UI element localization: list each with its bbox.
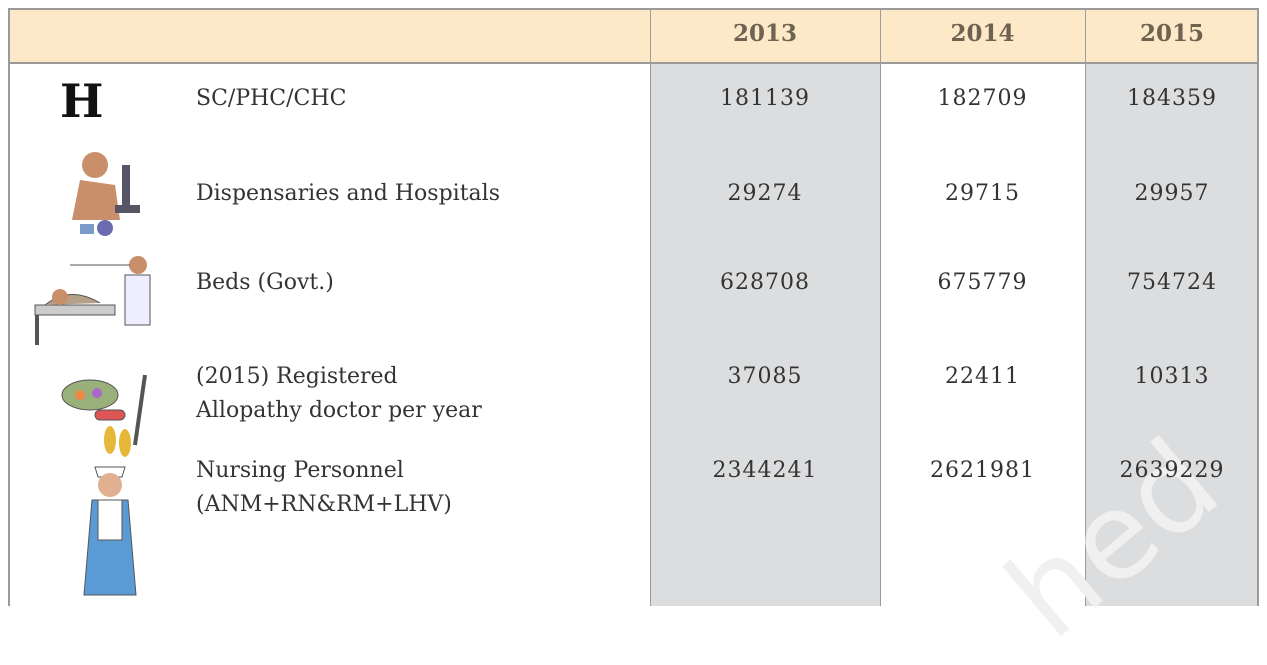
value-cell: 182709: [937, 86, 1028, 111]
col-2013-band: [650, 62, 880, 606]
value-cell: 22411: [945, 364, 1020, 389]
col-divider: [1085, 8, 1086, 606]
value-cell: 29715: [945, 181, 1020, 206]
value-cell: 29274: [727, 181, 803, 206]
col-divider: [880, 8, 881, 606]
border-left: [8, 8, 10, 606]
row-label: (2015) Registered: [196, 364, 398, 389]
value-cell: 675779: [937, 270, 1028, 295]
border-right: [1257, 8, 1259, 606]
column-header: 2015: [1139, 20, 1204, 47]
value-cell: 37085: [727, 364, 803, 389]
value-cell: 628708: [720, 270, 810, 295]
border-header: [8, 62, 1259, 64]
border-top: [8, 8, 1259, 10]
nurse-icon: [83, 466, 137, 596]
value-cell: 29957: [1134, 181, 1210, 206]
column-header: 2014: [950, 20, 1015, 47]
row-label: Nursing Personnel: [196, 458, 404, 483]
medicine-icon: [61, 374, 147, 457]
row-label: SC/PHC/CHC: [196, 86, 347, 111]
row-label: Beds (Govt.): [196, 270, 334, 295]
value-cell: 754724: [1127, 270, 1217, 295]
hospital-bed-icon: [34, 256, 151, 345]
column-header: 2013: [732, 20, 797, 47]
header-band: [8, 8, 1259, 62]
value-cell: 184359: [1127, 86, 1217, 111]
row-label: (ANM+RN&RM+LHV): [196, 492, 452, 517]
col-divider: [650, 8, 651, 606]
value-cell: 2621981: [930, 458, 1035, 483]
row-icon-letter: H: [60, 74, 104, 128]
page: hed 2013 2014 2015 H SC/PHC/CHC 181139 182709 1…: [8, 8, 1259, 665]
row-label: Dispensaries and Hospitals: [196, 181, 500, 206]
value-cell: 181139: [720, 86, 810, 111]
doctor-microscope-icon: [72, 152, 140, 236]
row-label: Allopathy doctor per year: [196, 398, 482, 423]
col-2015-band: [1085, 62, 1259, 606]
value-cell: 2344241: [712, 458, 818, 483]
value-cell: 2639229: [1119, 458, 1225, 483]
value-cell: 10313: [1134, 364, 1210, 389]
